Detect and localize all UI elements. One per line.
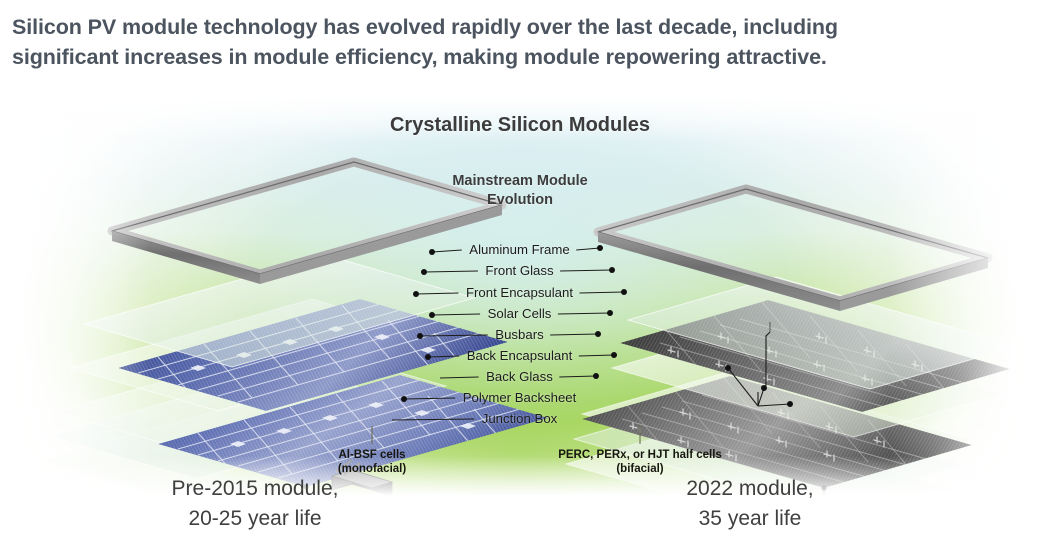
leader-line-left-4 xyxy=(419,334,488,337)
right-junction-box-dots xyxy=(725,365,793,407)
leader-dot-left-3 xyxy=(429,312,435,318)
leader-dot-left-7 xyxy=(401,396,407,402)
right-junction-box-leaders xyxy=(727,331,791,407)
left-cell-type-callout: Al-BSF cells (monofacial) xyxy=(282,448,462,476)
leader-dot-left-5 xyxy=(425,354,431,360)
evolution-heading-line-2: Evolution xyxy=(486,192,554,208)
right-cell-type-line-2: (bifacial) xyxy=(616,463,664,475)
right-cell-type-line-1: PERC, PERx, or HJT half cells xyxy=(558,449,722,461)
module-evolution-diagram: Crystalline Silicon Modules Mainstream M… xyxy=(0,96,1039,496)
layer-label-aluminum-frame: Aluminum Frame xyxy=(469,242,570,257)
figure-fade-left xyxy=(0,96,150,496)
layer-label-front-encapsulant: Front Encapsulant xyxy=(465,285,574,300)
leader-line-right-0 xyxy=(576,247,601,251)
leader-line-left-8 xyxy=(391,418,475,421)
layer-leader-lines xyxy=(391,247,625,421)
layer-leader-dots xyxy=(401,245,627,402)
callout-pointer-lines xyxy=(371,426,641,444)
right-cell-type-callout: PERC, PERx, or HJT half cells (bifacial) xyxy=(520,448,760,476)
leader-line-right-5 xyxy=(578,354,615,357)
leader-line-right-1 xyxy=(560,269,613,272)
leader-line-left-7 xyxy=(403,397,456,400)
right-module-caption-line-1: 2022 module, xyxy=(686,477,814,500)
leader-line-right-3 xyxy=(557,312,611,315)
leader-dot-left-0 xyxy=(429,249,435,255)
leader-dot-right-6 xyxy=(593,373,599,379)
leader-line-right-6 xyxy=(559,375,597,378)
page-title-line-2: significant increases in module efficien… xyxy=(12,45,827,69)
layer-label-busbars: Busbars xyxy=(495,327,544,342)
left-module-caption-line-1: Pre-2015 module, xyxy=(171,477,339,500)
evolution-heading-line-1: Mainstream Module xyxy=(452,173,588,189)
left-module-caption: Pre-2015 module, 20-25 year life xyxy=(110,474,400,534)
leader-dot-left-1 xyxy=(421,269,427,275)
right-module-caption: 2022 module, 35 year life xyxy=(605,474,895,534)
page-title-line-1: Silicon PV module technology has evolved… xyxy=(12,15,838,39)
leader-line-right-2 xyxy=(579,291,625,294)
leader-line-left-1 xyxy=(423,270,478,273)
right-module-caption-line-2: 35 year life xyxy=(698,507,802,530)
leader-dot-right-5 xyxy=(611,352,617,358)
leader-dot-left-4 xyxy=(417,333,423,339)
leader-line-left-3 xyxy=(431,313,481,316)
layer-label-back-glass: Back Glass xyxy=(486,369,553,384)
leader-dot-right-2 xyxy=(621,289,627,295)
leader-dot-right-0 xyxy=(597,245,603,251)
left-module-caption-line-2: 20-25 year life xyxy=(188,507,322,530)
figure-fade-bottom xyxy=(0,456,1039,496)
layer-label-front-glass: Front Glass xyxy=(485,263,554,278)
figure-fade-top xyxy=(0,96,1039,142)
leader-dot-right-1 xyxy=(609,267,615,273)
left-cell-type-line-2: (monofacial) xyxy=(337,463,407,475)
leader-line-left-0 xyxy=(431,249,462,253)
leader-line-left-2 xyxy=(415,292,459,295)
evolution-heading: Mainstream Module Evolution xyxy=(390,172,650,210)
leader-line-right-4 xyxy=(550,333,599,336)
page-title: Silicon PV module technology has evolved… xyxy=(12,12,1027,72)
layer-label-junction-box: Junction Box xyxy=(481,411,558,426)
layer-label-back-encapsulant: Back Encapsulant xyxy=(466,348,573,363)
leader-dot-right-3 xyxy=(607,310,613,316)
diagram-title: Crystalline Silicon Modules xyxy=(389,114,651,136)
layer-label-polymer-backsheet: Polymer Backsheet xyxy=(462,390,577,405)
leader-line-left-5 xyxy=(427,355,460,358)
leader-dot-right-4 xyxy=(595,331,601,337)
left-cell-type-line-1: Al-BSF cells xyxy=(338,449,406,461)
layer-label-solar-cells: Solar Cells xyxy=(487,306,552,321)
leader-line-left-6 xyxy=(439,376,479,379)
leader-dot-left-2 xyxy=(413,291,419,297)
figure-fade-right xyxy=(889,96,1039,496)
